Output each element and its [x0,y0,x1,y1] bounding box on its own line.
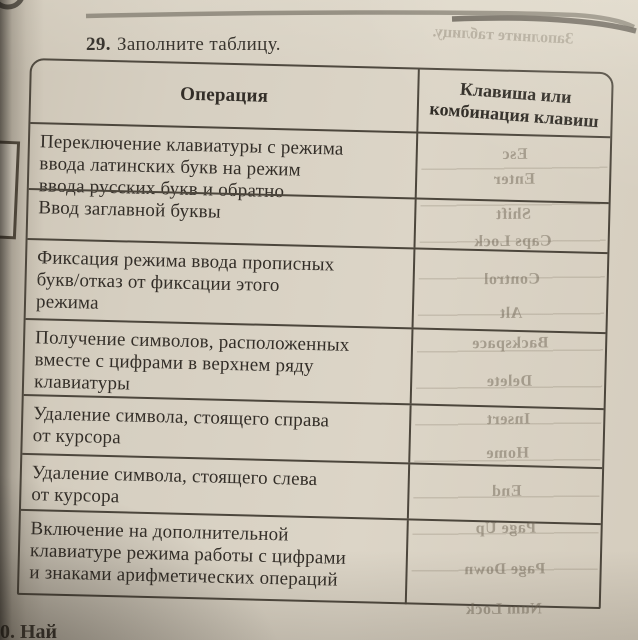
operations-table: Операция Клавиша или комбинация клавиш П… [16,58,614,618]
cut-off-ring-icon [0,0,24,10]
answer-cell [409,464,602,523]
header-cell-operation: Операция [30,60,420,132]
operation-cell: Фиксация режима ввода прописных букв/отк… [25,239,416,328]
answer-cell [407,520,601,609]
margin-task-box [0,138,21,240]
operation-cell: Удаление символа, стоящего слева от курс… [20,454,411,519]
table-row: Фиксация режима ввода прописных букв/отк… [25,237,608,333]
operation-cell: Переключение клавиатуры с режима ввода л… [28,124,419,202]
header-cell-key: Клавиша или комбинация клавиш [428,78,600,132]
answer-cell [412,329,606,408]
exercise-title: Заполните таблицу. [116,34,281,55]
answer-cell [410,405,603,467]
next-exercise-fragment: 0. Най [0,621,58,640]
exercise-number: 29. [86,34,111,55]
answer-cell [414,249,608,332]
operation-cell: Удаление символа, стоящего справа от кур… [22,395,412,463]
table-row: Получение символов, расположенных вместе… [23,317,606,409]
exercise-heading: 29. Заполните таблицу. [86,34,281,56]
answer-cell [415,199,608,252]
table-row: Включение на дополнительной клавиатуре р… [18,508,601,610]
answer-cell [417,134,611,203]
operation-cell: Включение на дополнительной клавиатуре р… [18,510,409,605]
operation-cell: Получение символов, расположенных вместе… [23,319,414,404]
